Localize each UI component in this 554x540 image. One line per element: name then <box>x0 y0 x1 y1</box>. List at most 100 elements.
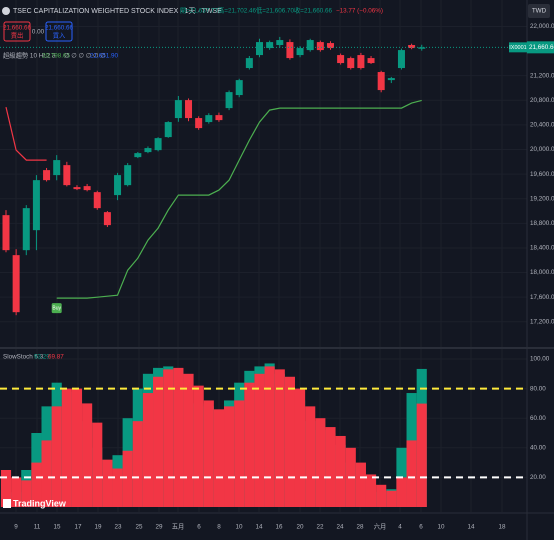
stoch-bar <box>264 366 275 507</box>
candle-body <box>63 165 71 186</box>
stoch-bar <box>82 403 93 507</box>
trend-line <box>56 99 422 299</box>
stoch-bar <box>51 406 62 507</box>
y-tick-label: 20.00 <box>530 474 546 481</box>
y-tick-label: 18,000.00 <box>530 269 554 276</box>
y-tick-label: 40.00 <box>530 444 546 451</box>
stoch-bar <box>112 468 123 507</box>
candle-body <box>53 160 61 176</box>
x-tick-label: 9 <box>14 524 18 531</box>
y-tick-label: 18,400.00 <box>530 245 554 252</box>
symbol-badge <box>509 42 527 53</box>
candle-body <box>225 92 233 109</box>
y-tick-label: 17,600.00 <box>530 294 554 301</box>
x-tick-label: 10 <box>437 524 445 531</box>
buy-price: 21,660.66 <box>45 25 74 32</box>
price-badge <box>527 41 554 54</box>
candle-body <box>357 55 365 69</box>
candle-body <box>114 175 122 196</box>
candle-body <box>205 115 213 123</box>
candle-body <box>326 43 334 49</box>
ohlc-value: 收=21,660.66 <box>294 6 332 15</box>
x-tick-label: 14 <box>255 524 263 531</box>
sell-label: 賣出 <box>11 31 24 40</box>
stoch-bar <box>61 388 72 507</box>
stoch-bar <box>153 376 164 507</box>
x-tick-label: 8 <box>217 524 221 531</box>
candle-body <box>185 100 193 119</box>
stoch-bar <box>294 388 306 507</box>
currency-box[interactable] <box>528 4 550 18</box>
stoch-bar <box>71 388 83 507</box>
y-tick-label: 20,800.00 <box>530 97 554 104</box>
y-tick-label: 22,000.00 <box>530 23 554 30</box>
candle-body <box>22 208 30 251</box>
indicator-value: 20,798.65 <box>42 53 71 60</box>
candle-body <box>73 187 81 190</box>
ohlc-value: 低=21,606.70 <box>256 6 294 15</box>
candle-body <box>83 186 91 191</box>
stoch-bar <box>355 462 366 507</box>
x-tick-label: 六月 <box>374 522 387 531</box>
candle-body <box>306 40 314 51</box>
stoch-bar <box>234 400 245 507</box>
spread: 0.00 <box>32 29 45 36</box>
candle-body <box>124 165 132 186</box>
marks <box>0 36 527 507</box>
candle-body <box>134 153 142 158</box>
ohlc-value: 高=21,702.46 <box>218 6 256 15</box>
currency[interactable]: TWD <box>532 8 547 15</box>
x-tick-label: 10 <box>235 524 243 531</box>
x-tick-label: 23 <box>114 524 122 531</box>
stoch-bar <box>183 373 194 507</box>
candle-body <box>174 100 182 119</box>
stoch-bar <box>416 403 427 507</box>
x-tick-label: 24 <box>336 524 344 531</box>
stoch-value: 93.29 <box>34 354 50 361</box>
candle-body <box>276 40 284 46</box>
stoch-bar <box>335 435 346 507</box>
stoch-bar <box>163 369 174 507</box>
logo[interactable]: TradingView <box>13 498 67 508</box>
x-tick-label: 五月 <box>172 523 185 531</box>
stoch-bar <box>11 477 22 507</box>
candle-body <box>316 42 324 51</box>
symbol-icon <box>2 7 10 15</box>
stoch-bar <box>284 376 295 507</box>
x-tick-label: 6 <box>197 524 201 531</box>
x-tick-label: 6 <box>419 524 423 531</box>
x-tick-label: 17 <box>74 524 82 531</box>
y-tick-label: 19,600.00 <box>530 171 554 178</box>
candle-body <box>408 45 416 49</box>
candle-body <box>286 42 294 59</box>
y-tick-label: 100.00 <box>530 356 550 363</box>
logo-icon <box>3 499 11 508</box>
y-tick-label: 18,800.00 <box>530 220 554 227</box>
stoch-title[interactable]: SlowStoch 5 3 <box>3 354 44 361</box>
stoch-bar <box>92 422 103 507</box>
candle-body <box>245 58 253 69</box>
sell-price: 21,660.66 <box>3 25 32 32</box>
candle-body <box>235 80 243 96</box>
candle-body <box>2 215 10 251</box>
stoch-bar <box>132 421 143 507</box>
stoch-bar <box>315 418 326 507</box>
candle-body <box>256 42 263 56</box>
stoch-bar <box>173 367 184 507</box>
candle-body <box>418 47 426 49</box>
sell-button[interactable] <box>3 21 31 42</box>
buy-button[interactable] <box>45 21 73 42</box>
y-tick-label: 19,200.00 <box>530 195 554 202</box>
x-tick-label: 11 <box>34 524 41 531</box>
stoch-bar <box>244 382 255 507</box>
trend-line <box>5 106 47 161</box>
symbol-title[interactable]: TSEC CAPITALIZATION WEIGHTED STOCK INDEX… <box>13 7 222 15</box>
y-tick-label: 80.00 <box>530 385 546 392</box>
price-badge-label: 21,660.66 <box>529 44 554 51</box>
stoch-bar <box>406 440 417 507</box>
stoch-bar <box>376 484 387 507</box>
candle-body <box>377 72 385 91</box>
indicator-title[interactable]: 超級趨勢 10 HL2 3 <box>3 51 56 60</box>
y-tick-label: 20,000.00 <box>530 146 554 153</box>
